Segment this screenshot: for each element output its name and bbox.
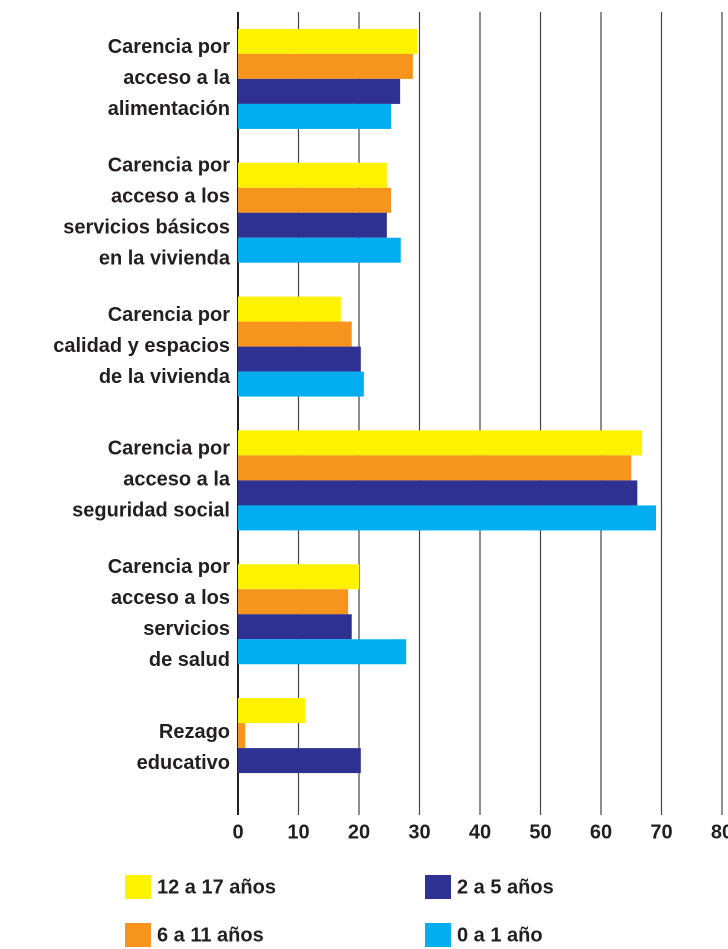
legend-label: 12 a 17 años [157, 876, 276, 898]
category-label: educativo [137, 752, 230, 774]
bar [238, 237, 401, 263]
bar [238, 187, 392, 213]
category-label: calidad y espacios [53, 335, 230, 357]
category-label: acceso a los [111, 186, 230, 208]
legend-label: 0 a 1 año [457, 924, 543, 946]
x-tick-label: 20 [348, 821, 370, 843]
category-label: acceso a la [123, 67, 231, 89]
bar [238, 480, 638, 506]
category-label: Carencia por [108, 36, 230, 58]
x-tick-label: 50 [529, 821, 551, 843]
bar [238, 614, 352, 640]
category-label: acceso a la [123, 469, 231, 491]
category-label: Carencia por [108, 155, 230, 177]
category-label: Carencia por [108, 556, 230, 578]
bar [238, 103, 392, 129]
legend-swatch [425, 923, 451, 947]
bar [238, 698, 306, 724]
legend-label: 6 a 11 años [157, 924, 264, 946]
category-label: seguridad social [72, 500, 230, 522]
bar [238, 505, 657, 531]
bar [238, 589, 349, 615]
x-tick-label: 0 [232, 821, 243, 843]
bar [238, 430, 643, 456]
category-label: en la vivienda [99, 248, 231, 270]
category-label: Rezago [159, 721, 230, 743]
bar [238, 455, 632, 481]
category-label: servicios [143, 618, 230, 640]
bar [238, 564, 359, 590]
category-label: de salud [149, 649, 230, 671]
bar [238, 748, 361, 774]
x-tick-label: 70 [650, 821, 672, 843]
category-label: Carencia por [108, 304, 230, 326]
legend-swatch [125, 923, 151, 947]
category-label: servicios básicos [63, 217, 230, 239]
bar [238, 723, 246, 749]
category-label: de la vivienda [99, 366, 231, 388]
x-tick-label: 40 [469, 821, 491, 843]
bar [238, 28, 418, 54]
bar [238, 212, 387, 238]
bar [238, 296, 341, 322]
x-tick-label: 60 [590, 821, 612, 843]
bar [238, 371, 364, 397]
legend-label: 2 a 5 años [457, 876, 554, 898]
x-tick-label: 80 [711, 821, 728, 843]
bar [238, 78, 401, 104]
legend-swatch [125, 875, 151, 899]
category-label: acceso a los [111, 587, 230, 609]
category-label: Carencia por [108, 438, 230, 460]
bar [238, 321, 352, 347]
bar [238, 346, 361, 372]
bar [238, 53, 413, 79]
x-tick-label: 10 [287, 821, 309, 843]
x-tick-label: 30 [408, 821, 430, 843]
bar [238, 162, 387, 188]
bar [238, 639, 407, 665]
legend-swatch [425, 875, 451, 899]
category-label: alimentación [108, 98, 230, 120]
